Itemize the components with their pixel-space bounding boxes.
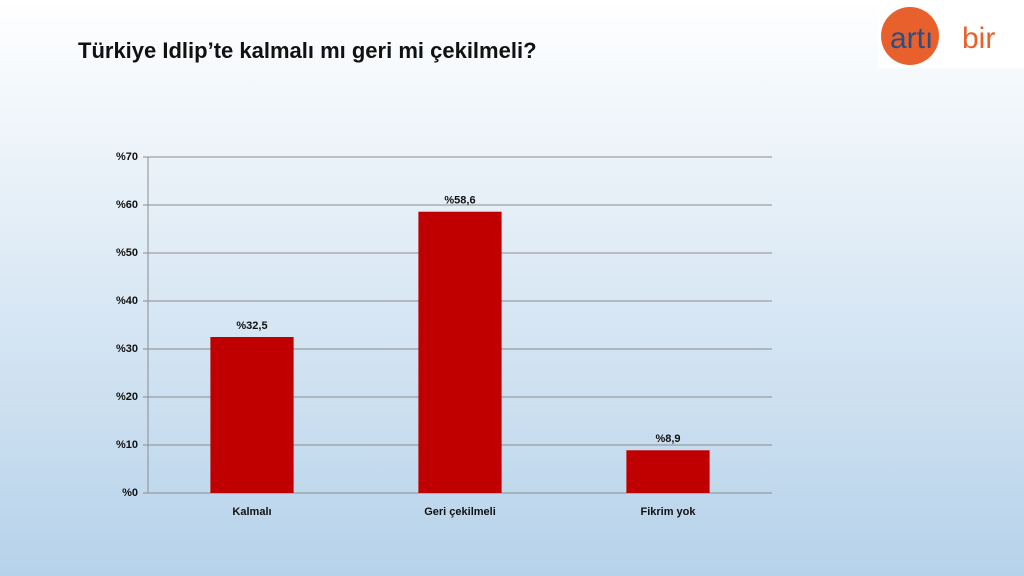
y-tick-label: %50 [116,247,138,259]
bar [626,450,710,493]
logo-text: bir [962,22,995,55]
value-label: %58,6 [444,195,475,207]
x-tick-label: Geri çekilmeli [424,506,496,518]
chart-title: Türkiye Idlip’te kalmalı mı geri mi çeki… [78,38,537,63]
y-tick-label: %20 [116,391,138,403]
logo-circle [881,7,939,65]
y-tick-label: %70 [116,151,138,163]
value-label: %32,5 [236,320,267,332]
bar [418,211,502,493]
logo: artı bir [878,0,1024,68]
y-tick-label: %0 [122,487,138,499]
y-tick-label: %40 [116,295,138,307]
x-tick-label: Fikrim yok [640,506,696,518]
y-tick-label: %10 [116,439,138,451]
y-tick-label: %30 [116,343,138,355]
value-label: %8,9 [655,433,680,445]
logo-text: artı [890,22,933,55]
y-tick-label: %60 [116,199,138,211]
x-tick-label: Kalmalı [232,506,271,518]
bar [210,337,294,493]
